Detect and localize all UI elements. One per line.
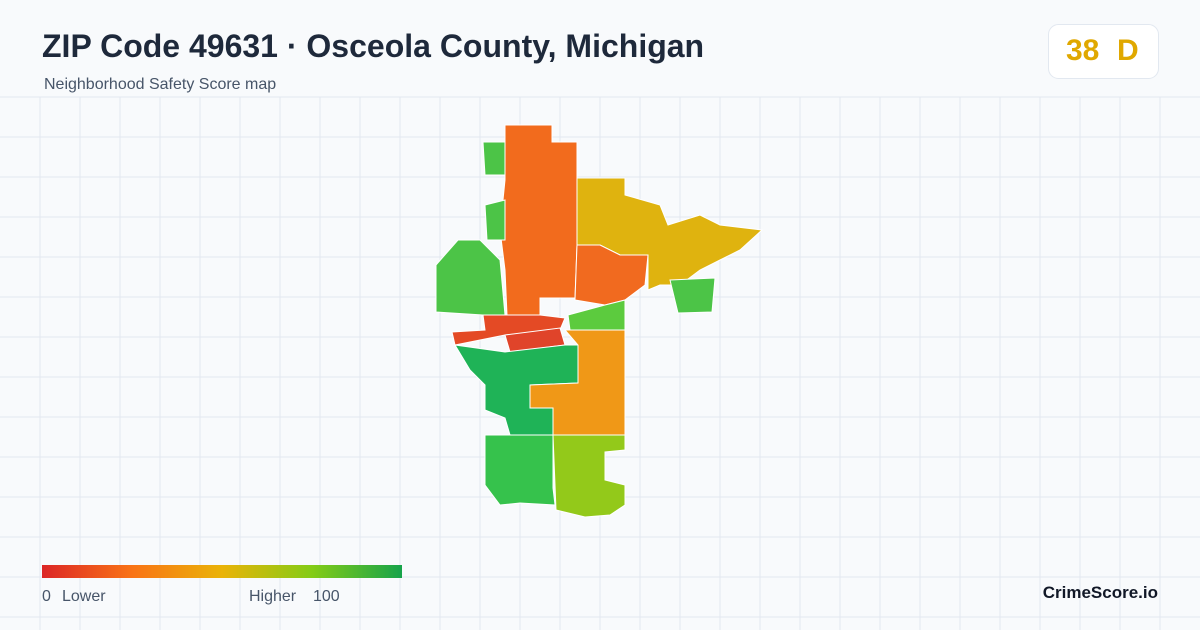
legend-max-label: Higher	[249, 588, 297, 605]
title: ZIP Code 49631 · Osceola County, Michiga…	[42, 28, 705, 64]
region	[499, 124, 578, 316]
region	[552, 434, 626, 518]
region	[574, 244, 649, 306]
region	[435, 239, 506, 316]
region	[567, 299, 626, 331]
legend-min-label: Lower	[62, 588, 106, 605]
subtitle: Neighborhood Safety Score map	[44, 76, 277, 93]
score-badge	[1048, 24, 1159, 79]
legend-min: 0	[42, 588, 51, 605]
region	[484, 434, 556, 506]
region	[482, 141, 506, 176]
brand: CrimeScore.io	[1042, 583, 1158, 602]
region	[529, 329, 626, 436]
legend-max: 100	[313, 588, 340, 605]
region	[669, 277, 716, 314]
region	[484, 199, 506, 241]
zip-map	[435, 124, 764, 518]
legend-gradient	[42, 565, 402, 578]
score: 38	[1066, 34, 1100, 67]
grade: D	[1117, 34, 1139, 67]
